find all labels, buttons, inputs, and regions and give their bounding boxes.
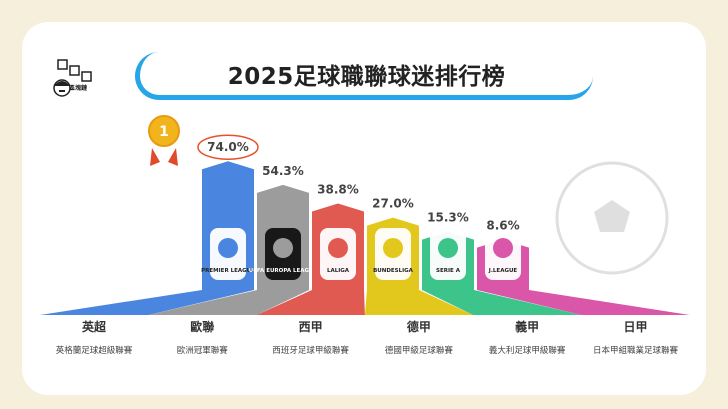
- category-label: 德甲德國甲級足球聯賽: [365, 318, 473, 356]
- medal-icon: [148, 115, 180, 147]
- league-logo-icon: [328, 238, 348, 258]
- category-short: 西甲: [298, 320, 323, 334]
- league-logo-label: PREMIER LEAGUE: [201, 268, 255, 274]
- value-label: 54.3%: [262, 164, 304, 178]
- category-full: 歐洲冠軍聯賽: [176, 346, 228, 356]
- league-logo-icon: [493, 238, 513, 258]
- category-label: 英超英格蘭足球超級聯賽: [40, 318, 148, 356]
- league-logo-icon: [273, 238, 293, 258]
- category-label: 西甲西班牙足球甲級聯賽: [257, 318, 365, 356]
- category-full: 日本甲組職業足球聯賽: [592, 346, 678, 356]
- league-logo-icon: [438, 238, 458, 258]
- fan-segment: [256, 290, 365, 315]
- category-short: 日甲: [623, 320, 648, 334]
- chart-title: 2025足球職聯球迷排行榜: [227, 63, 506, 90]
- medal-ribbon: [150, 148, 160, 166]
- value-label: 74.0%: [207, 140, 249, 154]
- fan-segment: [148, 290, 309, 315]
- league-logo-icon: [218, 238, 238, 258]
- rank-badge: 1: [159, 124, 169, 140]
- league-logo-label: BUNDESLIGA: [373, 268, 414, 274]
- value-label: 8.6%: [486, 219, 519, 233]
- category-label: 日甲日本甲組職業足球聯賽: [582, 318, 690, 356]
- category-label: 義甲義大利足球甲級聯賽: [473, 318, 581, 356]
- value-label: 15.3%: [427, 211, 469, 225]
- value-label: 38.8%: [317, 182, 359, 196]
- category-full: 義大利足球甲級聯賽: [488, 346, 566, 356]
- category-label: 歐聯 歐洲冠軍聯賽: [148, 318, 256, 356]
- brand-logo-text: 區塊鏈: [69, 85, 88, 92]
- highlight-circle: [197, 134, 259, 160]
- fan-segment: [364, 290, 474, 315]
- category-full: 英格蘭足球超級聯賽: [55, 346, 133, 356]
- value-label: 27.0%: [372, 197, 414, 211]
- medal-ribbon: [168, 148, 178, 166]
- league-logo-label: LALIGA: [327, 268, 350, 274]
- fan-segment: [477, 290, 690, 315]
- league-logo-icon: [383, 238, 403, 258]
- brand-logo-icon: [53, 59, 92, 97]
- fan-segment: [40, 290, 254, 315]
- category-full: 德國甲級足球聯賽: [384, 346, 453, 356]
- category-short: 義甲: [515, 320, 540, 334]
- category-short: 德甲: [406, 320, 431, 334]
- league-logo-label: SERIE A: [436, 268, 461, 274]
- soccer-ball-icon: [555, 161, 669, 275]
- category-short: 歐聯: [190, 320, 215, 334]
- league-logo-label: J.LEAGUE: [488, 268, 518, 274]
- fan-segment: [422, 290, 582, 315]
- category-short: 英超: [81, 320, 106, 334]
- category-full: 西班牙足球甲級聯賽: [272, 346, 349, 356]
- league-logo-label: UEFA EUROPA LEAGUE: [249, 268, 318, 274]
- title-banner: 2025足球職聯球迷排行榜: [135, 52, 593, 100]
